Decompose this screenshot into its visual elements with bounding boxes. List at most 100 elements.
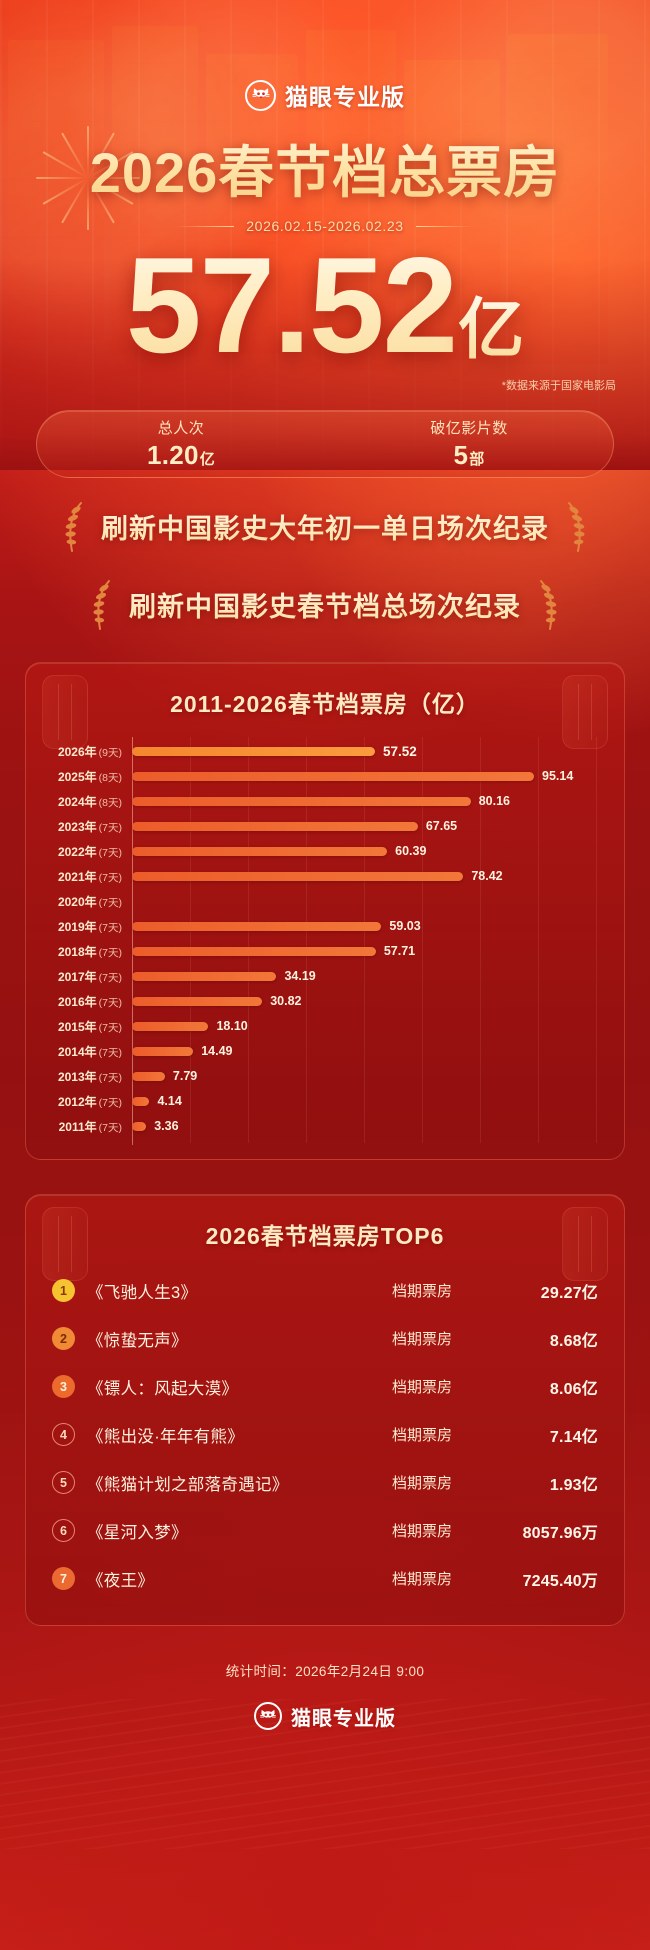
chart-bar-year: 2024年 (57, 794, 97, 809)
laurel-left-icon (65, 501, 82, 552)
chart-bar-label: 2026年 (9天) (40, 743, 132, 760)
footer-brand-name: 猫眼专业版 (291, 1707, 396, 1730)
top-list-row[interactable]: 7 《夜王》 档期票房 7245.40万 (52, 1555, 598, 1603)
movie-title: 《惊蛰无声》 (87, 1331, 188, 1350)
top-list: 1 《飞驰人生3》 档期票房 29.27亿 2 《惊蛰无声》 档期票房 8.68亿 3 《镖人：风… (26, 1265, 624, 1625)
lantern-decor-left-icon (42, 1206, 88, 1281)
chart-y-axis (132, 736, 133, 1145)
chart-bar-label: 2020年 (7天) (40, 893, 132, 910)
top-list-panel: 2026春节档票房TOP6 1 《飞驰人生3》 档期票房 29.27亿 2 《惊蛰无声》档… (25, 1193, 625, 1626)
chart-bar-row: 2024年 (8天) 80.16 (40, 789, 606, 814)
chart-bar-row: 2014年 (7天) 14.49 (40, 1039, 606, 1064)
chart-bar-fill (132, 1096, 150, 1106)
rank-badge: 2 (52, 1327, 75, 1351)
record-banner-1: 刷新中国影史大年初一单日场次纪录 (25, 500, 625, 554)
chart-title: 2011-2026春节档票房（亿） (170, 690, 480, 717)
chart-bar-row: 2015年 (7天) 18.10 (40, 1014, 606, 1039)
chart-bar-days: (7天) (98, 846, 122, 859)
chart-bar-row: 2019年 (7天) 59.03 (40, 914, 606, 939)
chart-bar-value: 3.36 (154, 1119, 179, 1134)
chart-bar-label: 2025年 (8天) (40, 768, 132, 785)
chart-bar-row: 2021年 (7天) 78.42 (40, 864, 606, 889)
stat-total-admissions: 总人次 1.20亿 (37, 417, 325, 471)
stat-value-wrap: 5部 (325, 440, 613, 471)
chart-bar-days: (9天) (98, 746, 122, 759)
stat-value-wrap: 1.20亿 (37, 440, 325, 471)
movie-title: 《飞驰人生3》 (87, 1283, 198, 1302)
movie-boxoffice-value: 29.27亿 (540, 1284, 598, 1302)
chart-bar-label: 2024年 (8天) (40, 793, 132, 810)
chart-bar-value: 57.71 (383, 944, 416, 959)
date-rule-left (176, 225, 235, 227)
chart-bar-year: 2025年 (57, 769, 97, 784)
chart-bar-row: 2026年 (9天) 57.52 (40, 739, 606, 764)
lantern-decor-right-icon (562, 674, 608, 749)
chart-bar-fill (132, 996, 263, 1006)
chart-bar-track: 59.03 (132, 914, 606, 939)
chart-bar-value: 7.79 (172, 1069, 198, 1084)
stat-label: 破亿影片数 (430, 419, 508, 437)
chart-bar-value: 30.82 (270, 994, 302, 1009)
movie-title: 《熊猫计划之部落奇遇记》 (87, 1475, 289, 1494)
chart-bar-value: 95.14 (542, 769, 574, 784)
metric-label: 档期票房 (392, 1379, 453, 1397)
metric-label: 档期票房 (392, 1331, 453, 1349)
chart-bar-fill (132, 796, 471, 806)
top-list-row[interactable]: 5 《熊猫计划之部落奇遇记》 档期票房 1.93亿 (52, 1459, 598, 1507)
rank-badge: 4 (52, 1423, 75, 1447)
chart-bar-label: 2013年 (7天) (40, 1068, 132, 1085)
chart-bar-year: 2019年 (57, 919, 97, 934)
top-list-row[interactable]: 4 《熊出没·年年有熊》 档期票房 7.14亿 (52, 1411, 598, 1459)
chart-panel: 2011-2026春节档票房（亿） 2026年 (9天) 57.52 2025年 (8天… (25, 661, 625, 1160)
metric-label: 档期票房 (392, 1475, 453, 1493)
chart-bar-row: 2011年 (7天) 3.36 (40, 1114, 606, 1139)
chart-bar-fill (132, 921, 382, 931)
chart-bar-track: 60.39 (132, 839, 606, 864)
chart-bar-label: 2023年 (7天) (40, 818, 132, 835)
chart-bar-value: 59.03 (389, 919, 421, 934)
top-list-row[interactable]: 1 《飞驰人生3》 档期票房 29.27亿 (52, 1267, 598, 1315)
chart-bar-value: 34.19 (284, 969, 316, 984)
movie-boxoffice-value: 8.06亿 (549, 1380, 598, 1398)
chart-bar-label: 2016年 (7天) (40, 993, 132, 1010)
chart-bar-days: (7天) (98, 896, 122, 909)
chart-bar-year: 2016年 (57, 994, 97, 1009)
rank-badge: 6 (52, 1519, 75, 1543)
chart-bar-days: (7天) (98, 921, 122, 934)
record-banner-2: 刷新中国影史春节档总场次纪录 (25, 578, 625, 632)
brand-name: 猫眼专业版 (285, 84, 405, 110)
cat-face-icon (245, 79, 276, 111)
total-boxoffice-unit: 亿 (458, 292, 525, 366)
chart-bar-year: 2012年 (57, 1094, 97, 1109)
cat-face-icon (254, 1702, 282, 1731)
chart-bar-row: 2020年 (7天) (40, 889, 606, 914)
chart-bar-days: (7天) (98, 1021, 122, 1034)
laurel-right-icon (540, 579, 557, 630)
metric-label: 档期票房 (392, 1523, 453, 1541)
metric-label: 档期票房 (392, 1283, 453, 1301)
chart-bar-fill (132, 946, 376, 956)
top-list-row[interactable]: 3 《镖人：风起大漠》 档期票房 8.06亿 (52, 1363, 598, 1411)
chart-bar-value: 60.39 (395, 844, 427, 859)
movie-title: 《星河入梦》 (87, 1523, 188, 1542)
chart-bar-fill (132, 1071, 165, 1081)
stat-label: 总人次 (157, 419, 205, 437)
chart-bar-row: 2023年 (7天) 67.65 (40, 814, 606, 839)
chart-bar-value: 4.14 (157, 1094, 182, 1109)
top-list-row[interactable]: 6 《星河入梦》 档期票房 8057.96万 (52, 1507, 598, 1555)
chart-bar-year: 2011年 (58, 1119, 97, 1134)
date-rule-right (415, 225, 474, 227)
chart-bar-value: 67.65 (425, 819, 458, 834)
chart-bar-fill (132, 821, 418, 831)
rank-badge: 3 (52, 1375, 75, 1399)
metric-label: 档期票房 (392, 1427, 453, 1445)
chart-bar-days: (7天) (98, 1096, 122, 1109)
stat-value: 1.20 (146, 439, 199, 470)
movie-title: 《夜王》 (87, 1571, 155, 1590)
hero-date-range: 2026.02.15-2026.02.23 (246, 218, 404, 234)
chart-bar-label: 2019年 (7天) (40, 918, 132, 935)
top-list-row[interactable]: 2 《惊蛰无声》 档期票房 8.68亿 (52, 1315, 598, 1363)
page-title: 2026春节档总票房 (0, 128, 650, 209)
chart-bar-year: 2015年 (57, 1019, 97, 1034)
